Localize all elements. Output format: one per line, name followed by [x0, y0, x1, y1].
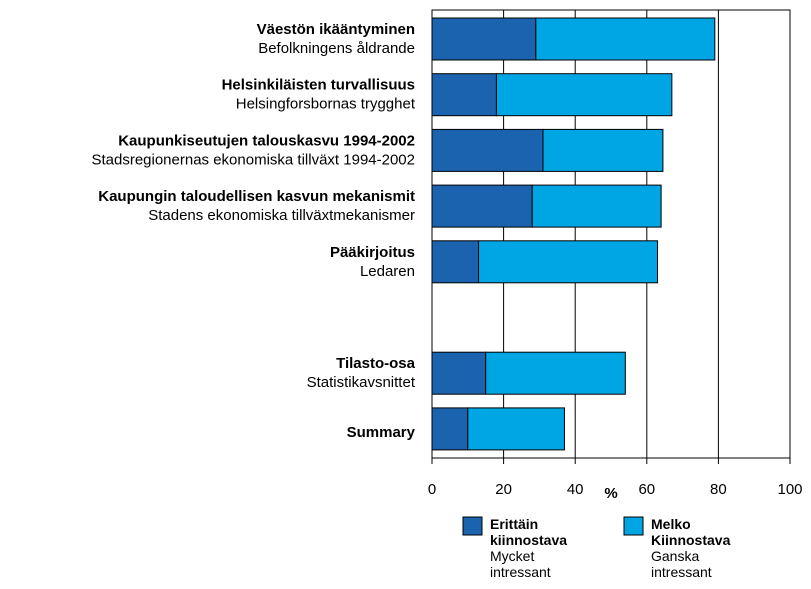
x-tick-label: 100: [777, 481, 802, 498]
x-axis-label: %: [604, 485, 617, 502]
bar-segment: [542, 128, 664, 172]
bar-segment: [467, 407, 565, 451]
plot-frame: [431, 9, 791, 459]
bar-segment: [431, 240, 480, 284]
x-tick-label: 80: [710, 481, 727, 498]
legend-entry: Melko Kiinnostava Ganska intressant: [651, 516, 743, 580]
bar-segment: [431, 184, 533, 228]
x-tick-label: 20: [495, 481, 512, 498]
x-tick-label: 40: [567, 481, 584, 498]
category-sublabel: Stadens ekonomiska tillväxtmekanismer: [148, 207, 415, 224]
category-label: Väestön ikääntyminen: [257, 21, 415, 38]
x-tick-label: 60: [638, 481, 655, 498]
category-sublabel: Befolkningens åldrande: [258, 40, 415, 57]
legend-sublabel: Ganska intressant: [651, 548, 712, 580]
legend-swatch: [462, 516, 483, 536]
bar-segment: [431, 407, 469, 451]
legend-sublabel: Mycket intressant: [490, 548, 551, 580]
category-label: Helsinkiläisten turvallisuus: [222, 77, 415, 94]
x-tick-label: 0: [428, 481, 436, 498]
category-label: Kaupunkiseutujen talouskasvu 1994-2002: [118, 132, 415, 149]
bar-segment: [535, 17, 716, 61]
category-sublabel: Statistikavsnittet: [307, 374, 416, 391]
bar-segment: [485, 351, 626, 395]
bar-segment: [431, 17, 537, 61]
category-label: Tilasto-osa: [336, 355, 416, 372]
category-sublabel: Helsingforsbornas trygghet: [236, 96, 416, 113]
bar-segment: [431, 351, 487, 395]
legend-swatch: [623, 516, 644, 536]
category-label: Kaupungin taloudellisen kasvun mekanismi…: [98, 188, 415, 205]
bar-segment: [431, 73, 497, 117]
bar-segment: [431, 128, 544, 172]
category-label: Summary: [347, 424, 416, 441]
category-sublabel: Ledaren: [360, 263, 415, 280]
legend-entry: Erittäin kiinnostava Mycket intressant: [490, 516, 582, 580]
legend-label: Melko Kiinnostava: [651, 516, 731, 548]
category-sublabel: Stadsregionernas ekonomiska tillväxt 199…: [91, 151, 415, 168]
bar-segment: [495, 73, 673, 117]
legend-label: Erittäin kiinnostava: [490, 516, 568, 548]
bar-segment: [478, 240, 659, 284]
category-label: Pääkirjoitus: [330, 244, 415, 261]
bar-segment: [531, 184, 662, 228]
